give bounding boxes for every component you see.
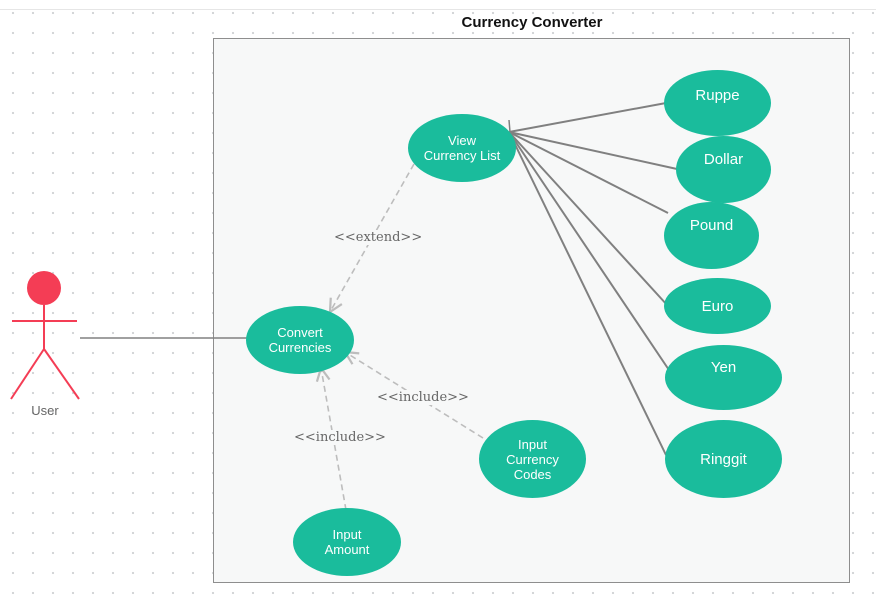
association-list-ruppe — [508, 102, 667, 133]
association-list-ringgit — [508, 131, 667, 456]
use-case-convert-currencies[interactable]: Convert Currencies — [246, 306, 354, 374]
user-actor-label: User — [31, 403, 59, 418]
top-divider — [0, 9, 876, 10]
use-case-view-currency-list[interactable]: View Currency List — [408, 114, 516, 182]
diagram-title: Currency Converter — [461, 14, 603, 31]
use-case-input-amount[interactable]: Input Amount — [293, 508, 401, 576]
use-case-ringgit[interactable]: Ringgit — [665, 420, 782, 498]
use-case-dollar[interactable]: Dollar — [676, 136, 771, 203]
association-list-dollar — [508, 131, 678, 170]
association-list-euro — [508, 131, 669, 307]
use-case-pound[interactable]: Pound — [664, 202, 759, 269]
extend-label: <<extend>> — [333, 230, 424, 245]
include-codes-label: <<include>> — [376, 390, 470, 405]
association-list-pound — [508, 131, 669, 214]
use-case-euro[interactable]: Euro — [664, 278, 771, 334]
include-amount-label: <<include>> — [293, 430, 387, 445]
use-case-input-currency-codes[interactable]: Input Currency Codes — [479, 420, 586, 498]
association-list-tick — [508, 119, 511, 133]
user-actor-icon[interactable] — [0, 0, 100, 410]
use-case-yen[interactable]: Yen — [665, 345, 782, 410]
association-list-yen — [508, 131, 672, 374]
use-case-ruppe[interactable]: Ruppe — [664, 70, 771, 136]
